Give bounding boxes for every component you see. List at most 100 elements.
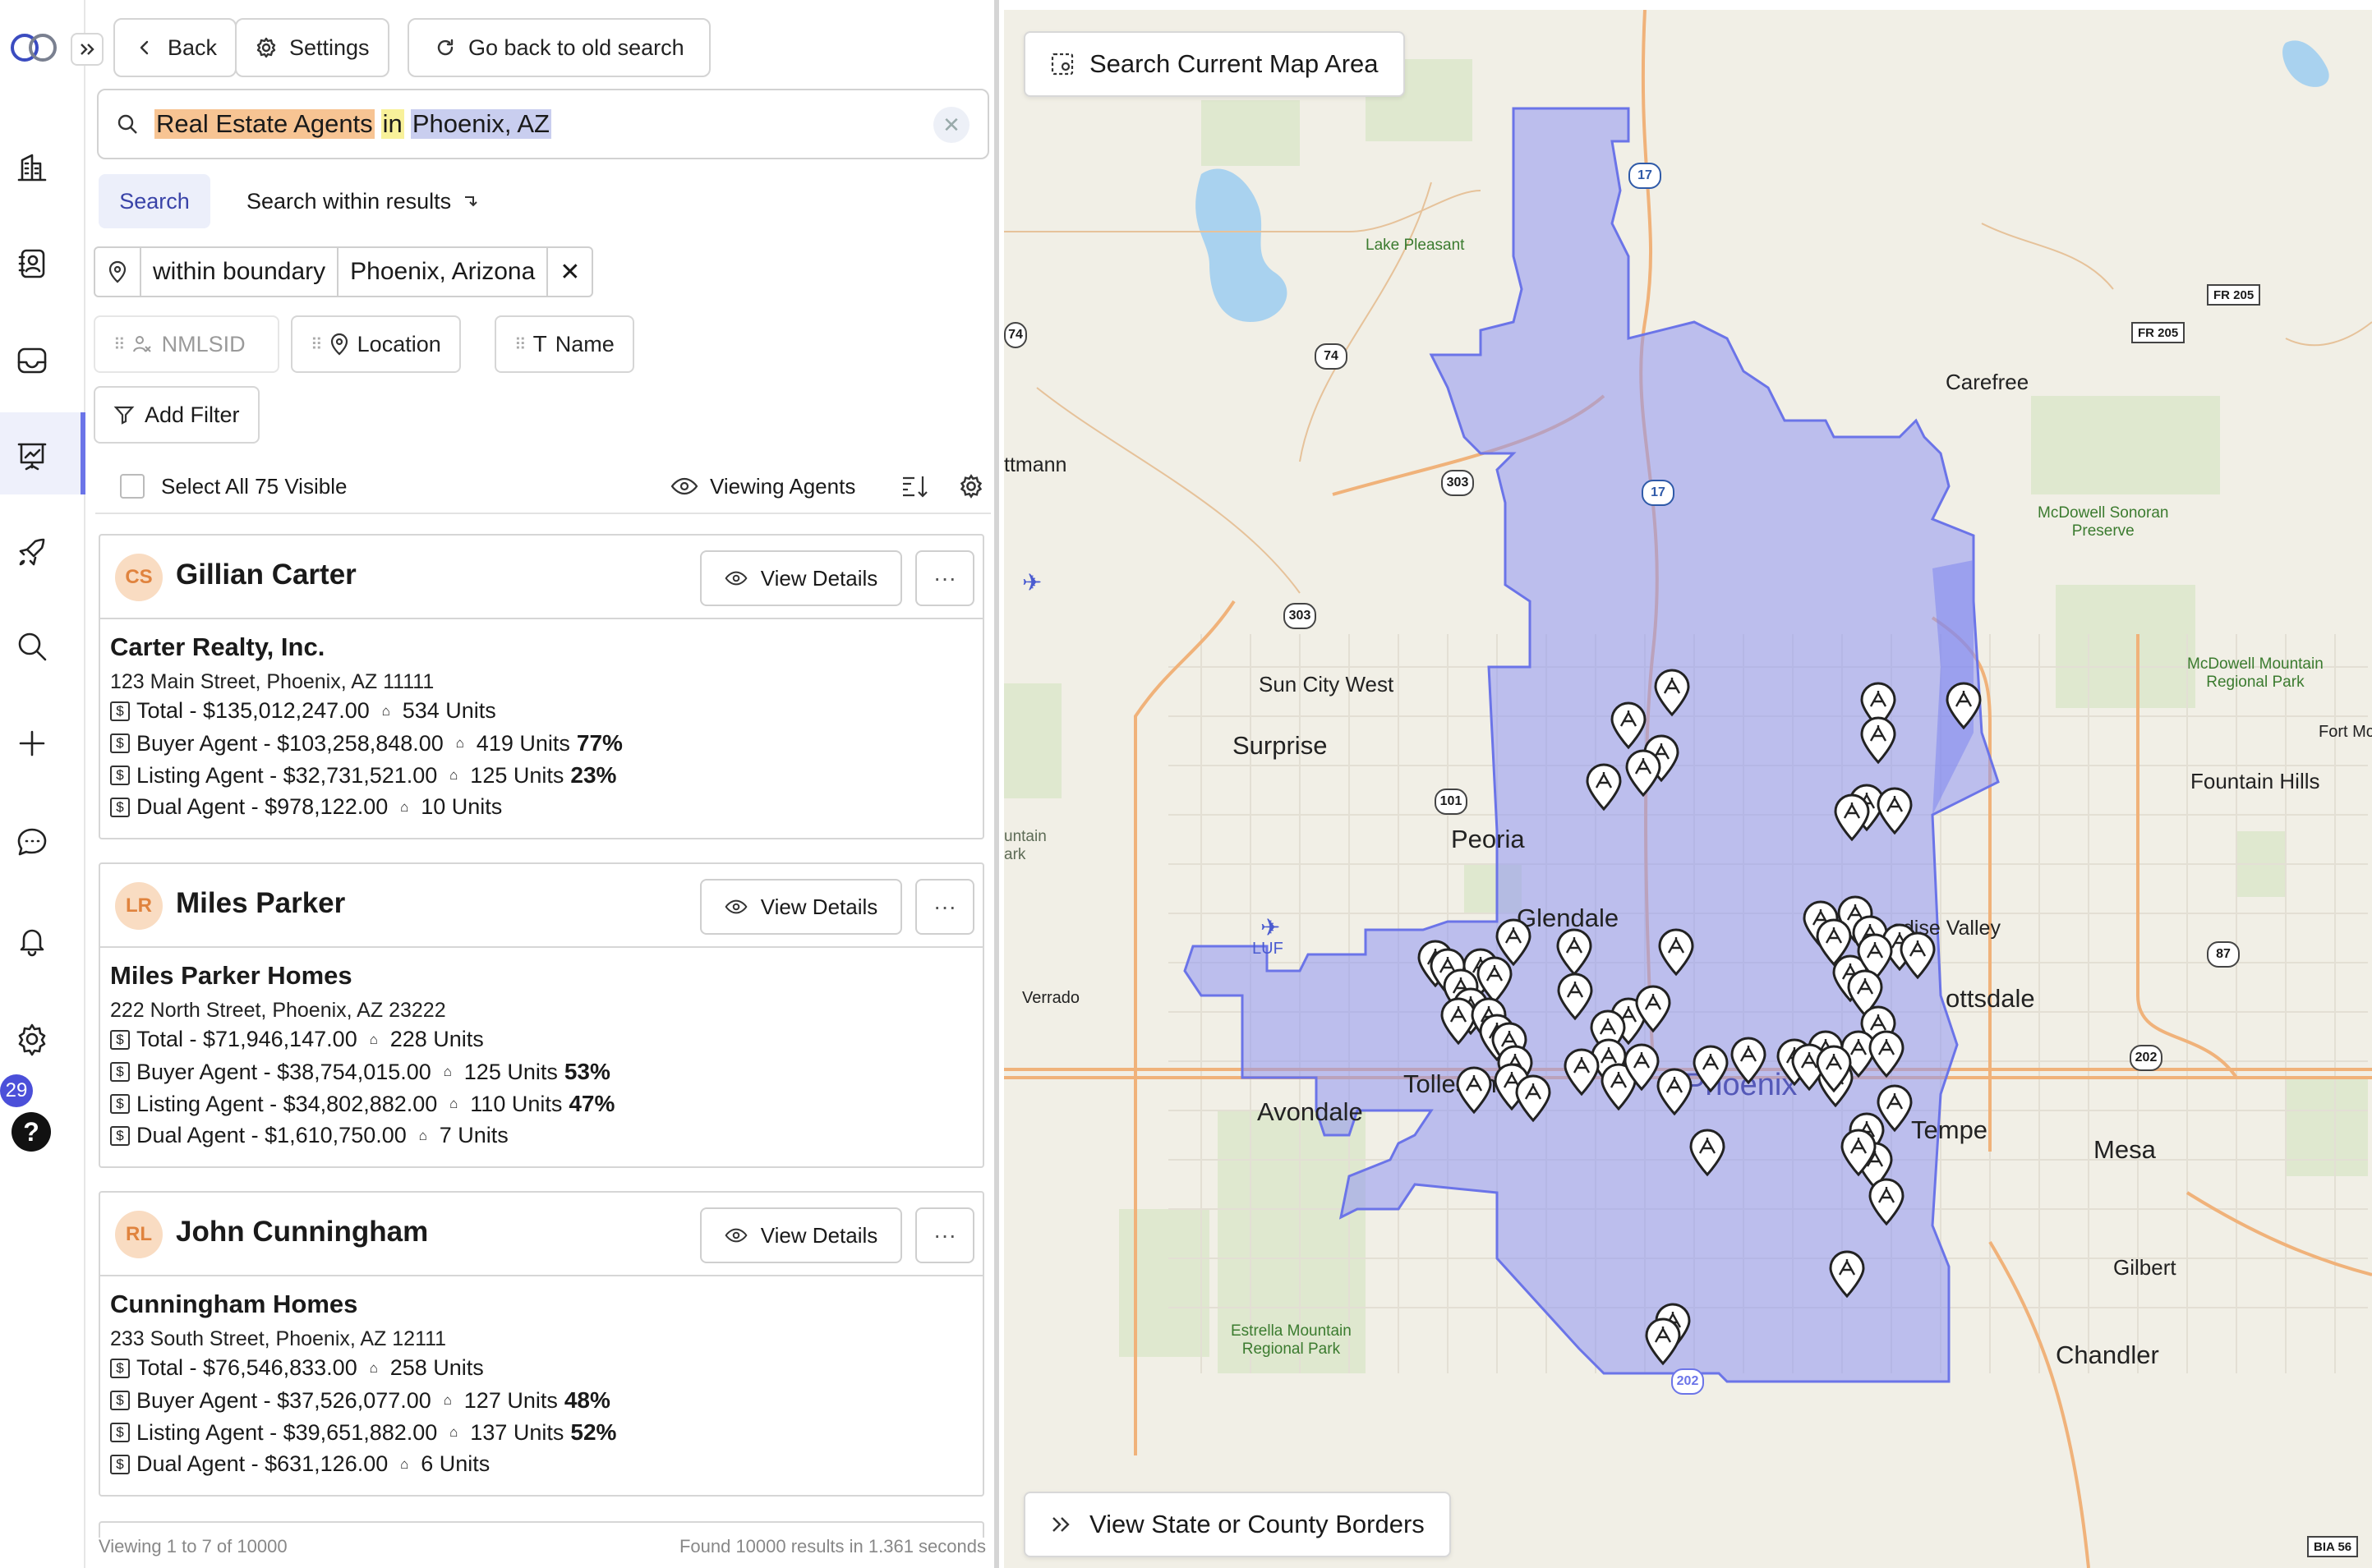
dollar-icon: $ <box>110 1423 130 1442</box>
sort-icon[interactable] <box>900 473 930 499</box>
map-label-mountain-park: untain ark <box>1004 828 1047 863</box>
more-options-button[interactable]: ··· <box>915 1207 974 1263</box>
agent-map-marker[interactable] <box>1730 1037 1766 1085</box>
agent-map-marker[interactable] <box>1877 1084 1913 1133</box>
agent-map-marker[interactable] <box>1840 1129 1877 1177</box>
chip-location[interactable]: ⠿ Location <box>291 315 461 373</box>
more-options-button[interactable]: ··· <box>915 550 974 606</box>
agent-map-marker[interactable] <box>1476 956 1513 1005</box>
agent-map-marker[interactable] <box>1625 749 1661 798</box>
tab-search-within-results[interactable]: Search within results <box>246 174 481 228</box>
airport-icon: ✈ <box>1260 915 1281 941</box>
app-logo-icon[interactable] <box>7 30 64 66</box>
agent-map-marker[interactable] <box>1645 1317 1681 1366</box>
view-details-button[interactable]: View Details <box>700 1207 902 1263</box>
remove-boundary-button[interactable]: ✕ <box>560 258 581 286</box>
plus-icon[interactable] <box>12 723 53 764</box>
agent-name[interactable]: Miles Parker <box>176 887 346 919</box>
view-details-button[interactable]: View Details <box>700 879 902 935</box>
search-current-map-area-button[interactable]: Search Current Map Area <box>1024 31 1405 97</box>
refresh-icon <box>437 39 454 56</box>
bell-icon[interactable] <box>12 920 53 961</box>
back-button[interactable]: Back <box>113 18 237 77</box>
agent-map-marker[interactable] <box>1495 918 1531 967</box>
agent-map-marker[interactable] <box>1877 787 1913 835</box>
agent-map-marker[interactable] <box>1564 1048 1600 1097</box>
agent-map-marker[interactable] <box>1689 1129 1725 1177</box>
search-input[interactable]: Real Estate Agents in Phoenix, AZ ✕ <box>97 89 989 159</box>
map-label-gilbert: Gilbert <box>2113 1255 2176 1280</box>
help-button[interactable]: ? <box>12 1112 51 1152</box>
agent-name[interactable]: John Cunningham <box>176 1216 429 1248</box>
agent-map-marker[interactable] <box>1868 1178 1905 1226</box>
agent-map-marker[interactable] <box>1860 716 1896 765</box>
rocket-icon[interactable] <box>12 532 53 573</box>
agent-card-header: CS Gillian Carter View Details ··· <box>100 536 983 619</box>
agent-map-marker[interactable] <box>1693 1045 1729 1093</box>
stat-listing: $ Listing Agent - $39,651,882.00 ⌂ 137 Unit… <box>110 1419 616 1446</box>
view-borders-button[interactable]: View State or County Borders <box>1024 1492 1451 1557</box>
agent-map-marker[interactable] <box>1900 931 1936 980</box>
chip-nmlsid[interactable]: ⠿ NMLSID <box>94 315 279 373</box>
agent-map-marker[interactable] <box>1635 985 1671 1033</box>
chip-name[interactable]: ⠿ T Name <box>495 315 634 373</box>
agent-map-marker[interactable] <box>1556 928 1592 977</box>
agent-map-marker[interactable] <box>1834 793 1870 842</box>
boundary-place[interactable]: Phoenix, Arizona <box>339 248 549 296</box>
chip-location-label: Location <box>357 331 441 356</box>
agent-markers-layer <box>1417 669 1982 1366</box>
drag-handle-icon: ⠿ <box>311 335 323 354</box>
map-view[interactable]: Search Current Map Area View State or Co… <box>1004 10 2372 1568</box>
query-location: Phoenix, AZ <box>410 109 551 139</box>
agent-map-marker[interactable] <box>1816 1045 1852 1093</box>
old-search-button[interactable]: Go back to old search <box>408 18 711 77</box>
chat-icon[interactable] <box>12 821 53 862</box>
notification-count-badge[interactable]: 29 <box>0 1074 33 1107</box>
viewing-agents-toggle[interactable]: Viewing Agents <box>670 474 855 499</box>
agent-map-marker[interactable] <box>1654 669 1690 717</box>
agent-map-marker[interactable] <box>1791 1043 1827 1092</box>
settings-button[interactable]: Settings <box>235 18 389 77</box>
add-filter-button[interactable]: Add Filter <box>94 386 260 444</box>
agent-map-marker[interactable] <box>1601 1063 1637 1111</box>
agent-map-marker[interactable] <box>1515 1074 1551 1123</box>
agent-map-marker[interactable] <box>1658 928 1694 977</box>
airport-icon: ✈ <box>1022 570 1043 596</box>
agent-map-marker[interactable] <box>1656 1068 1693 1116</box>
agent-map-marker[interactable] <box>1624 1043 1660 1092</box>
agent-name[interactable]: Gillian Carter <box>176 559 357 591</box>
stat-dual-value: Dual Agent - $631,126.00 <box>136 1451 389 1476</box>
agent-map-marker[interactable] <box>1456 1066 1492 1115</box>
list-settings-icon[interactable] <box>958 473 984 499</box>
search-icon[interactable] <box>12 626 53 667</box>
agent-map-marker[interactable] <box>1847 969 1883 1018</box>
agent-map-marker[interactable] <box>1816 918 1852 967</box>
boundary-type[interactable]: within boundary <box>141 248 339 296</box>
agent-map-marker[interactable] <box>1557 973 1593 1021</box>
more-options-button[interactable]: ··· <box>915 879 974 935</box>
old-search-label: Go back to old search <box>468 34 684 60</box>
clear-search-button[interactable]: ✕ <box>933 107 970 143</box>
agent-map-marker[interactable] <box>1868 1030 1905 1078</box>
agent-map-marker[interactable] <box>1829 1250 1865 1299</box>
dollar-icon: $ <box>110 1391 130 1410</box>
select-all-checkbox[interactable] <box>120 474 145 499</box>
inbox-icon[interactable] <box>12 340 53 381</box>
gear-icon[interactable] <box>12 1019 53 1060</box>
house-icon: ⌂ <box>455 735 464 751</box>
presentation-icon[interactable] <box>12 435 53 476</box>
tab-search[interactable]: Search <box>99 174 210 228</box>
agent-map-marker[interactable] <box>1860 682 1896 730</box>
stat-listing: $ Listing Agent - $32,731,521.00 ⌂ 125 Unit… <box>110 762 616 789</box>
view-details-button[interactable]: View Details <box>700 550 902 606</box>
expand-sidebar-button[interactable] <box>71 33 104 66</box>
agent-map-marker[interactable] <box>1946 682 1982 730</box>
agent-map-marker[interactable] <box>1610 701 1647 750</box>
agent-map-marker[interactable] <box>1586 763 1622 812</box>
agent-map-marker[interactable] <box>1440 997 1476 1046</box>
agent-map-marker[interactable] <box>1857 933 1893 982</box>
settings-label: Settings <box>289 34 370 60</box>
contacts-icon[interactable] <box>12 243 53 284</box>
boundary-pin[interactable] <box>95 248 141 296</box>
buildings-icon[interactable] <box>12 146 53 187</box>
